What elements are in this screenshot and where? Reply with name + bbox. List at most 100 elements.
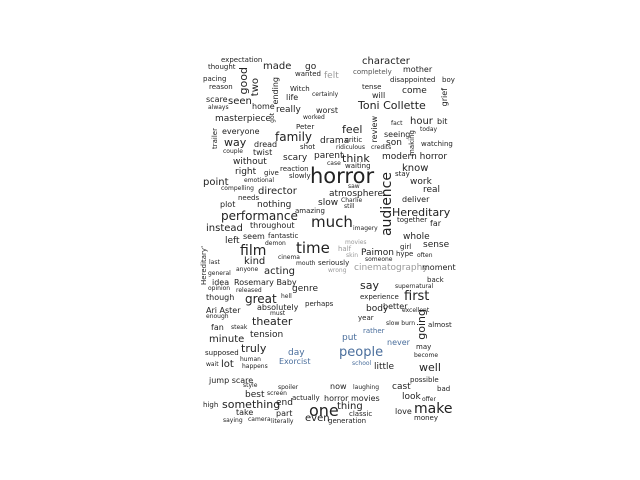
word: going	[415, 309, 428, 340]
word: though	[206, 293, 235, 302]
word: bit	[437, 117, 448, 126]
word: tension	[250, 330, 284, 340]
word: people	[339, 345, 384, 360]
word: mother	[403, 65, 433, 74]
word: modern horror	[382, 152, 448, 162]
word: scary	[283, 153, 308, 163]
word: director	[258, 186, 297, 197]
word: happens	[242, 363, 268, 370]
word: Witch	[290, 85, 310, 93]
word: moment	[422, 263, 456, 272]
word: instead	[206, 223, 243, 234]
word: point	[203, 177, 229, 188]
word: experience	[360, 293, 399, 301]
word: style	[243, 382, 258, 389]
word: horror	[310, 164, 375, 188]
word: left	[225, 236, 240, 246]
word: real	[423, 185, 441, 195]
word: case	[327, 160, 341, 167]
word: camera	[248, 416, 271, 423]
word: parent	[314, 151, 344, 161]
word: absolutely	[257, 303, 299, 312]
word: love	[395, 407, 412, 416]
word: seen	[228, 96, 252, 107]
word: tense	[362, 83, 382, 91]
word: together	[397, 216, 428, 224]
word: actually	[292, 394, 320, 402]
word: son	[386, 138, 402, 148]
word: perhaps	[305, 300, 334, 308]
word: stay	[395, 170, 410, 178]
word: two	[250, 78, 261, 97]
word: completely	[353, 68, 392, 76]
word: classic	[349, 410, 373, 418]
word: always	[208, 104, 229, 111]
word: without	[233, 157, 267, 167]
word: certainly	[312, 91, 339, 98]
word: made	[263, 61, 292, 72]
word: masterpiece	[215, 114, 271, 124]
word: imagery	[353, 225, 378, 232]
word: minute	[209, 334, 245, 345]
word: reason	[209, 83, 233, 91]
word: worst	[316, 106, 339, 115]
word: dread	[254, 140, 278, 149]
word: drama	[320, 136, 350, 146]
word: critic	[345, 136, 363, 144]
word: steak	[231, 324, 248, 331]
word: one	[309, 401, 339, 420]
word: watching	[421, 140, 453, 148]
word: literally	[271, 418, 294, 425]
word: laughing	[353, 384, 380, 391]
word: fan	[211, 323, 224, 332]
word: say	[360, 279, 379, 292]
word: nothing	[257, 200, 292, 210]
word: trailer	[211, 128, 219, 149]
word: become	[414, 352, 439, 359]
word: rather	[363, 327, 385, 335]
word: amazing	[295, 207, 325, 215]
word: couple	[223, 148, 243, 155]
word: truly	[241, 342, 267, 355]
word: make	[414, 401, 453, 417]
word: Exorcist	[279, 357, 311, 366]
word: idea	[212, 278, 230, 287]
word: film	[240, 243, 267, 259]
word: offer	[422, 396, 436, 403]
word: thing	[337, 401, 363, 412]
word: twist	[253, 148, 273, 157]
word: life	[286, 93, 299, 102]
word: slow burn	[386, 320, 416, 327]
word: supernatural	[395, 283, 434, 290]
word: character	[362, 56, 410, 67]
word: wrong	[328, 267, 347, 274]
word: felt	[324, 71, 339, 81]
word: theater	[252, 315, 293, 328]
word: worked	[303, 114, 325, 121]
word: feel	[342, 123, 363, 136]
word: much	[311, 213, 353, 231]
word: horror movies	[324, 394, 380, 403]
word: bad	[437, 385, 451, 393]
word: slow	[318, 198, 339, 208]
word: thought	[208, 63, 236, 71]
word: skin	[346, 252, 359, 259]
word: Peter	[296, 123, 315, 131]
word: got	[269, 113, 276, 123]
word: something	[222, 398, 281, 411]
word: throughout	[250, 221, 295, 230]
word: scare	[206, 95, 228, 104]
word: generation	[328, 417, 367, 425]
word: possible	[410, 376, 439, 384]
word: atmosphere	[329, 189, 383, 199]
word: hell	[281, 293, 292, 300]
word: ending	[271, 77, 280, 105]
word: year	[358, 314, 374, 322]
word: body	[366, 304, 389, 314]
word: may	[416, 343, 432, 351]
word: acting	[264, 266, 296, 277]
word: plot	[220, 200, 236, 209]
word: credits	[371, 144, 392, 151]
word: go	[305, 62, 317, 72]
word: fact	[391, 120, 403, 127]
